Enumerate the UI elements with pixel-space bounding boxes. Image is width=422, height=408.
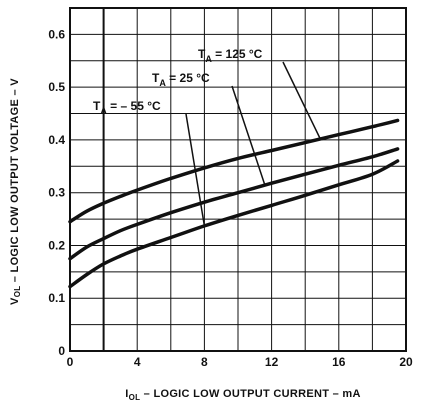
y-tick-label: 0.5 — [48, 80, 65, 94]
leader-line — [282, 61, 321, 140]
y-tick-label: 0.1 — [48, 291, 65, 305]
x-tick-label: 0 — [67, 355, 74, 369]
y-tick-label: 0 — [58, 344, 65, 358]
leader-line — [185, 113, 206, 227]
x-tick-label: 12 — [265, 355, 279, 369]
grid — [70, 8, 406, 351]
y-tick-label: 0.6 — [48, 27, 65, 41]
x-axis-title: IOL – LOGIC LOW OUTPUT CURRENT – mA — [125, 388, 361, 402]
series-lines — [68, 118, 400, 289]
x-tick-label: 20 — [399, 355, 413, 369]
plot-frame — [69, 7, 407, 352]
annotation-leaders — [185, 61, 321, 227]
leader-line — [231, 85, 266, 186]
y-tick-label: 0.2 — [48, 238, 65, 252]
series-line-minus55c — [68, 159, 400, 289]
x-tick-label: 8 — [201, 355, 208, 369]
series-label-25c: TA = 25 °C — [152, 71, 210, 88]
y-tick-labels: 0 0.1 0.2 0.3 0.4 0.5 0.6 — [48, 27, 65, 358]
y-tick-label: 0.3 — [48, 186, 65, 200]
series-line-125c — [68, 118, 400, 224]
y-tick-label: 0.4 — [48, 133, 65, 147]
y-axis-title: VOL – LOGIC LOW OUTPUT VOLTAGE – V — [9, 78, 22, 305]
series-line-25c — [68, 147, 400, 261]
series-label-minus55c: TA = – 55 °C — [93, 99, 161, 116]
x-tick-label: 16 — [332, 355, 346, 369]
series-label-125c: TA = 125 °C — [198, 47, 263, 64]
x-tick-label: 4 — [134, 355, 141, 369]
x-tick-labels: 0 4 8 12 16 20 — [67, 355, 413, 369]
